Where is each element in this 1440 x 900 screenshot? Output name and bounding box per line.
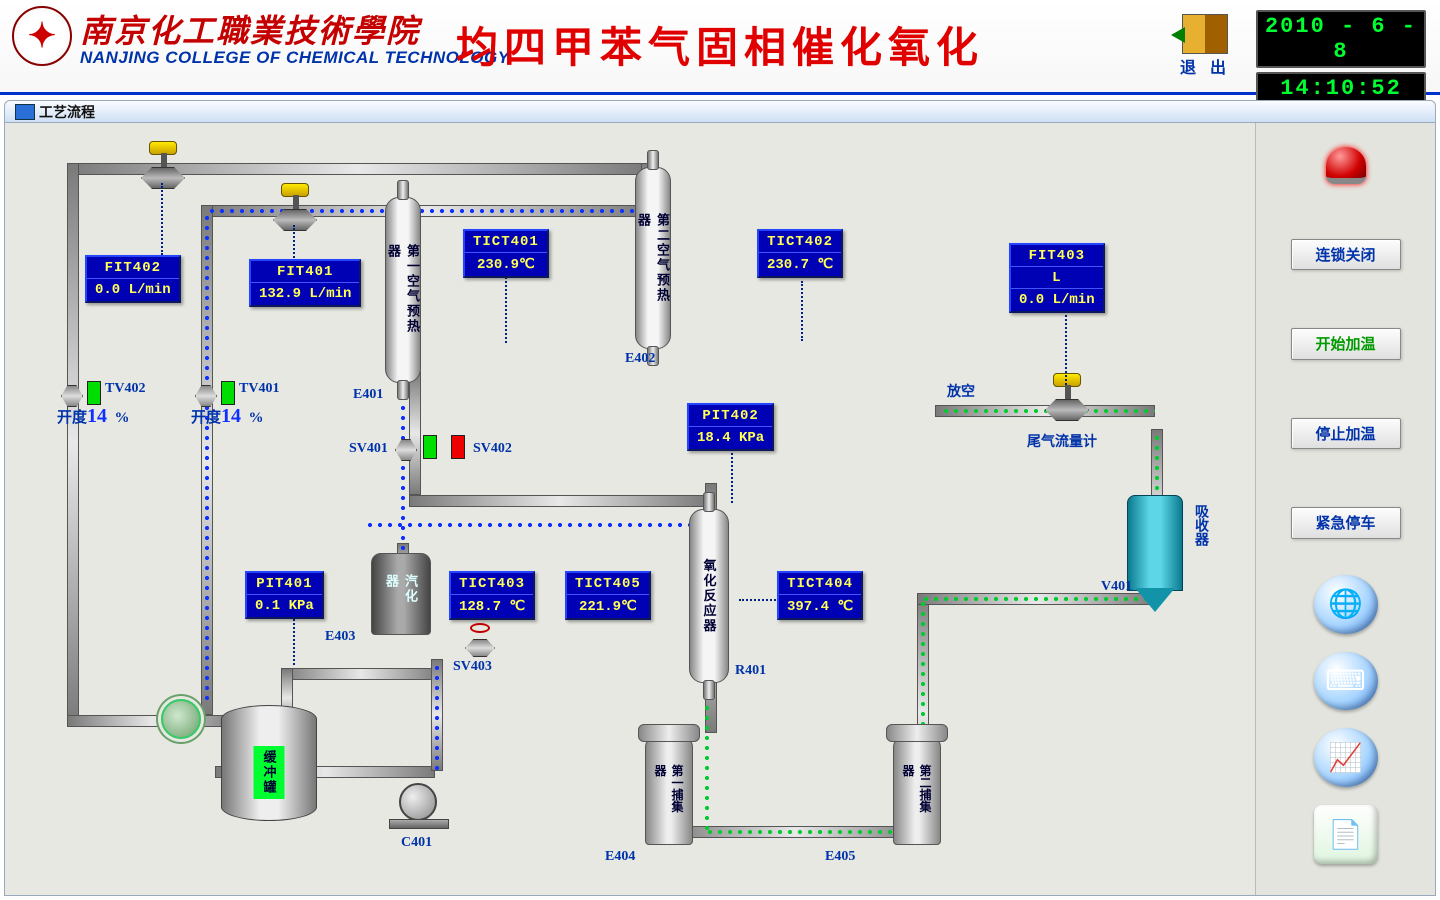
collector-2: 第二捕集器 xyxy=(893,737,941,845)
start-heating-button[interactable]: 开始加温 xyxy=(1291,328,1401,359)
app-header: ✦ 南京化工職業技術學院 NANJING COLLEGE OF CHEMICAL… xyxy=(0,0,1440,95)
sv403-label: SV403 xyxy=(453,659,492,675)
control-valve[interactable] xyxy=(141,153,185,197)
vent-label: 放空 xyxy=(947,381,975,401)
pipe xyxy=(409,495,709,507)
exit-door-icon xyxy=(1182,14,1228,54)
process-canvas: 连锁关闭 开始加温 停止加温 紧急停车 🌐 ⌨ 📈 📄 xyxy=(4,122,1436,896)
indicator-green xyxy=(423,435,437,459)
pipe xyxy=(67,163,79,723)
emergency-stop-button[interactable]: 紧急停车 xyxy=(1291,507,1401,538)
tv402-label: TV402 xyxy=(105,381,145,397)
r401-label: R401 xyxy=(735,663,766,679)
preheater-1: 第一空气预热器 xyxy=(385,197,421,383)
pipe xyxy=(67,715,237,727)
tag-tict402: TICT402230.7 ℃ xyxy=(757,229,843,278)
signal-line xyxy=(731,453,733,503)
flow-indicator xyxy=(365,523,695,527)
pipe xyxy=(201,205,213,715)
pipe xyxy=(281,668,441,680)
tag-fit401: FIT401132.9 L/min xyxy=(249,259,361,307)
signal-line xyxy=(505,273,507,343)
control-sidebar: 连锁关闭 开始加温 停止加温 紧急停车 🌐 ⌨ 📈 📄 xyxy=(1255,123,1435,895)
tag-fit402: FIT4020.0 L/min xyxy=(85,255,181,303)
sv402-label: SV402 xyxy=(473,441,512,457)
agitator-icon xyxy=(161,699,201,739)
e401-label: E401 xyxy=(353,387,383,403)
indicator-red xyxy=(451,435,465,459)
tv402-opening: 开度14 % xyxy=(57,405,130,428)
pipe xyxy=(409,371,421,495)
tail-gas-valve[interactable] xyxy=(1045,385,1089,429)
signal-line xyxy=(293,619,295,665)
tag-tict403: TICT403128.7 ℃ xyxy=(449,571,535,620)
e402-label: E402 xyxy=(625,351,655,367)
reactor: 氧化反应器 xyxy=(689,509,729,683)
e403-label: E403 xyxy=(325,629,355,645)
clock: 2010 - 6 - 8 14:10:52 xyxy=(1256,10,1426,109)
tv401-opening: 开度14 % xyxy=(191,405,264,428)
vaporizer: 汽化器 xyxy=(371,553,431,635)
v401-label: V401 xyxy=(1101,579,1132,595)
signal-line xyxy=(801,281,803,341)
absorber: 吸收器 xyxy=(1127,495,1183,591)
report-icon[interactable]: 📄 xyxy=(1314,805,1378,864)
alarm-lamp-icon xyxy=(1326,147,1366,184)
valve-tv401[interactable] xyxy=(195,385,217,407)
e405-label: E405 xyxy=(825,849,855,865)
control-valve[interactable] xyxy=(273,195,317,239)
pipe xyxy=(431,659,443,771)
trend-icon[interactable]: 📈 xyxy=(1314,728,1378,787)
pipe xyxy=(665,826,925,838)
collector-1: 第一捕集器 xyxy=(645,737,693,845)
exit-label: 退出 xyxy=(1170,54,1240,78)
tag-pit401: PIT4010.1 KPa xyxy=(245,571,324,619)
workspace-titlebar: 工艺流程 xyxy=(4,100,1436,122)
stop-heating-button[interactable]: 停止加温 xyxy=(1291,418,1401,449)
e404-label: E404 xyxy=(605,849,635,865)
college-name-cn: 南京化工職業技術學院 xyxy=(80,6,420,52)
tag-fit403: FIT403 L 0.0 L/min xyxy=(1009,243,1105,313)
college-name-en: NANJING COLLEGE OF CHEMICAL TECHNOLOGY xyxy=(80,48,510,68)
college-logo-icon: ✦ xyxy=(12,6,72,66)
sv401-label: SV401 xyxy=(349,441,388,457)
interlock-close-button[interactable]: 连锁关闭 xyxy=(1291,239,1401,270)
c401-label: C401 xyxy=(401,835,432,851)
tag-pit402: PIT40218.4 KPa xyxy=(687,403,774,451)
workspace-title: 工艺流程 xyxy=(39,102,95,122)
keyboard-icon[interactable]: ⌨ xyxy=(1314,652,1378,711)
signal-line xyxy=(739,599,779,601)
buffer-tank: 缓冲罐 xyxy=(221,705,317,821)
tail-flow-label: 尾气流量计 xyxy=(1027,431,1097,451)
signal-line xyxy=(161,183,163,255)
tag-tict401: TICT401230.9℃ xyxy=(463,229,549,278)
indicator-green xyxy=(221,381,235,405)
preheater-2: 第二空气预热器 xyxy=(635,167,671,349)
page-title: 均四甲苯气固相催化氧化 xyxy=(456,14,984,75)
valve-tv402[interactable] xyxy=(61,385,83,407)
indicator-green xyxy=(87,381,101,405)
pipe xyxy=(201,205,653,217)
tv401-label: TV401 xyxy=(239,381,279,397)
exit-button[interactable]: 退出 xyxy=(1170,14,1240,78)
tag-tict405: TICT405221.9℃ xyxy=(565,571,651,620)
tag-tict404: TICT404397.4 ℃ xyxy=(777,571,863,620)
clock-date: 2010 - 6 - 8 xyxy=(1256,10,1426,68)
valve-sv401[interactable] xyxy=(395,439,417,461)
pump-c401 xyxy=(389,783,449,829)
network-icon[interactable]: 🌐 xyxy=(1314,575,1378,634)
